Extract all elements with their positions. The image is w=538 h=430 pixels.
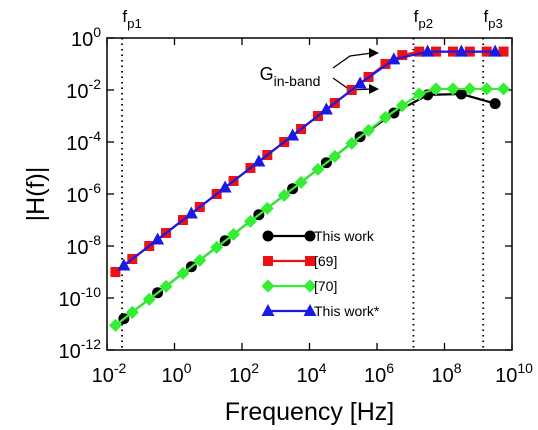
tick-label: 1010 <box>495 360 533 387</box>
tick-label: 102 <box>229 360 259 387</box>
point <box>489 98 501 110</box>
legend-marker <box>262 230 274 242</box>
legend-marker <box>304 230 316 242</box>
point <box>421 44 435 57</box>
reference-label-base: f <box>414 7 419 26</box>
point <box>380 59 391 69</box>
point <box>454 44 468 57</box>
point <box>193 253 207 267</box>
point <box>378 110 392 124</box>
reference-label-sub: p1 <box>127 16 142 31</box>
reference-label-base: f <box>483 7 488 26</box>
legend-marker <box>305 256 315 266</box>
point <box>480 82 494 96</box>
arrow-head <box>369 48 379 58</box>
point <box>125 305 139 319</box>
tick-label: 104 <box>296 360 326 387</box>
tick-label: 10-8 <box>66 232 101 259</box>
annotation-arrows <box>332 48 379 94</box>
point <box>218 180 232 193</box>
point <box>395 99 409 113</box>
point <box>387 52 401 65</box>
tick-label: 10-4 <box>66 128 101 155</box>
annotation-sub: in-band <box>274 73 321 89</box>
legend-label: This work* <box>314 303 380 319</box>
reference-label-base: f <box>122 7 127 26</box>
tick-label: 10-6 <box>66 180 101 207</box>
point <box>108 318 122 332</box>
point <box>319 102 333 115</box>
legend-label: This work <box>314 228 375 244</box>
point <box>227 227 241 241</box>
point <box>353 76 367 89</box>
point <box>498 46 509 57</box>
point <box>412 87 426 101</box>
reference-label: fp1 <box>122 7 141 31</box>
tick-label: 10-12 <box>59 336 102 363</box>
point <box>277 188 291 202</box>
tick-label: 10-2 <box>92 360 127 387</box>
point <box>488 44 502 57</box>
point <box>429 82 443 96</box>
point <box>311 162 325 176</box>
point <box>455 88 467 100</box>
point <box>243 214 257 228</box>
point <box>110 267 121 277</box>
point <box>328 149 342 163</box>
tick-label: 108 <box>431 360 461 387</box>
point <box>362 123 376 137</box>
arrow-head <box>369 84 379 94</box>
point <box>345 136 359 150</box>
point <box>151 232 165 245</box>
legend-marker <box>303 279 317 293</box>
legend-marker <box>261 304 275 316</box>
point <box>497 82 511 96</box>
reference-label-sub: p2 <box>418 16 433 31</box>
y-axis-label: |H(f)| <box>22 167 50 222</box>
tick-label: 100 <box>161 360 191 387</box>
arrow <box>332 52 373 69</box>
tick-label: 106 <box>364 360 394 387</box>
point <box>142 292 156 306</box>
reference-label: fp3 <box>483 7 502 31</box>
annotation: Gin-band <box>260 64 321 89</box>
point <box>463 82 477 96</box>
legend-marker <box>261 279 275 293</box>
point <box>159 279 173 293</box>
reference-label: fp2 <box>414 7 433 31</box>
point <box>117 258 131 271</box>
annotation-base: G <box>260 64 274 84</box>
point <box>210 240 224 254</box>
point <box>446 82 460 96</box>
point <box>184 206 198 219</box>
legend-label: [69] <box>314 253 337 269</box>
tick-label: 10-10 <box>59 284 102 311</box>
point <box>252 154 266 167</box>
reference-label-sub: p3 <box>488 16 503 31</box>
x-axis-label: Frequency [Hz] <box>225 398 395 426</box>
point <box>260 201 274 215</box>
legend-marker <box>303 304 317 316</box>
point <box>286 128 300 141</box>
tick-label: 10-2 <box>66 76 101 103</box>
tick-label: 100 <box>71 24 101 51</box>
legend-marker <box>263 256 273 266</box>
legend-label: [70] <box>314 278 337 294</box>
point <box>397 50 408 61</box>
point <box>176 266 190 280</box>
point <box>294 175 308 189</box>
point <box>414 46 425 57</box>
